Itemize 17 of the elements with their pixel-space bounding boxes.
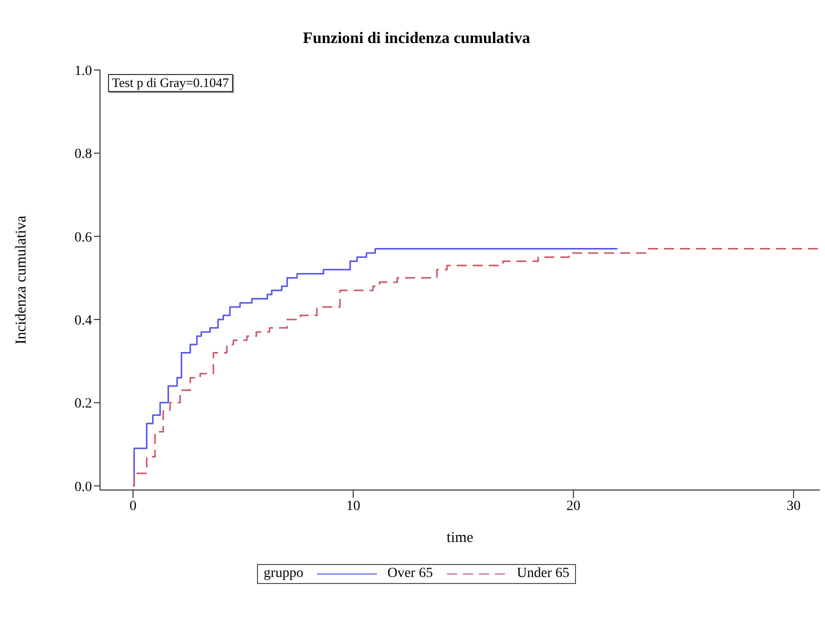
annotation: Test p di Gray=0.1047	[108, 74, 233, 92]
legend-label: Over 65	[387, 566, 433, 582]
x-tick-label: 30	[786, 498, 801, 514]
y-tick-label: 1.0	[74, 64, 92, 79]
x-tick-label: 20	[566, 498, 580, 514]
x-tick-label: 0	[130, 498, 137, 514]
y-tick-label: 0.4	[74, 313, 92, 328]
legend-title: gruppo	[264, 566, 304, 582]
y-axis-title: Incidenza cumulativa	[13, 215, 30, 344]
y-tick-label: 0.6	[74, 230, 92, 246]
legend-label: Under 65	[516, 566, 570, 582]
y-tick-label: 0.8	[74, 147, 92, 162]
chart-title: Funzioni di incidenza cumulativa	[302, 29, 532, 49]
y-tick-label: 0.0	[74, 480, 92, 495]
y-tick-label: 0.2	[74, 396, 92, 412]
x-axis-title: time	[446, 530, 474, 546]
x-tick-label: 10	[346, 498, 360, 514]
